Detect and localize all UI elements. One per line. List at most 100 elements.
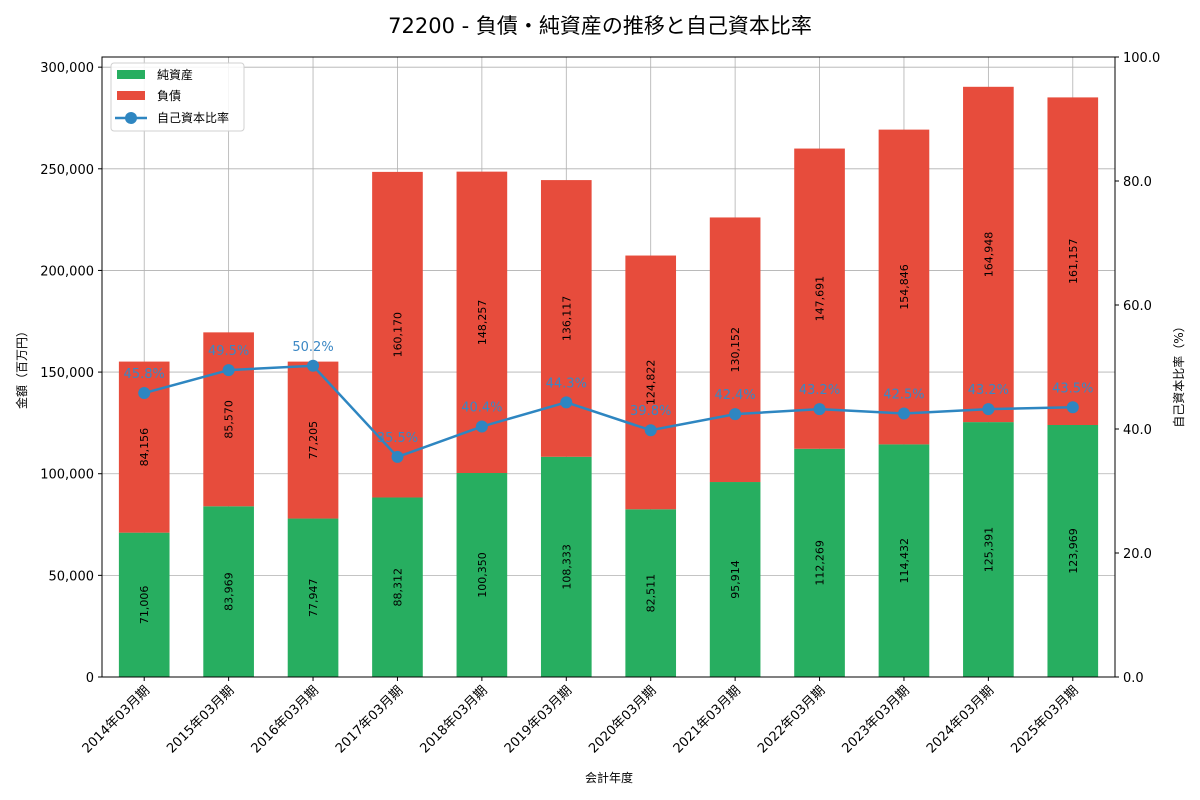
bar-net-assets bbox=[709, 482, 761, 677]
x-tick-label: 2017年03月期 bbox=[333, 683, 406, 756]
ratio-line-path bbox=[143, 364, 1073, 459]
ratio-value-label: 50.2% bbox=[292, 340, 333, 355]
x-tick-label: 2021年03月期 bbox=[671, 683, 744, 756]
bar-value-label: 114,432 bbox=[898, 538, 911, 584]
bar-net-assets bbox=[794, 448, 845, 677]
legend-box bbox=[110, 62, 245, 132]
ratio-value-label: 49.5% bbox=[208, 344, 249, 359]
stacked-bars: 71,006 84,156 83,969 85,570 77,947 77,205 88,3… bbox=[118, 86, 1099, 677]
legend-swatch-net-assets bbox=[117, 70, 145, 79]
ratio-value-label: 40.4% bbox=[461, 401, 502, 416]
bar-net-assets bbox=[456, 473, 508, 677]
bar-liabilities bbox=[372, 171, 423, 498]
bar-value-label: 85,570 bbox=[223, 400, 236, 439]
bar-value-label: 82,511 bbox=[645, 574, 658, 613]
bar-net-assets bbox=[540, 456, 592, 677]
ratio-value-label: 39.8% bbox=[630, 404, 671, 419]
y-tick-label: 0 bbox=[86, 671, 94, 686]
bar-value-label: 83,969 bbox=[223, 572, 236, 611]
ratio-value-label: 42.4% bbox=[714, 388, 755, 403]
chart-title: 72200 - 負債・純資産の推移と自己資本比率 bbox=[388, 14, 812, 38]
y2-tick-label: 100.0 bbox=[1123, 51, 1160, 66]
ratio-marker bbox=[138, 387, 151, 400]
bar-value-label: 130,152 bbox=[729, 327, 742, 373]
bar-value-label: 124,822 bbox=[645, 360, 658, 406]
bar-value-label: 125,391 bbox=[982, 527, 995, 573]
bar-liabilities bbox=[878, 129, 930, 445]
bar-net-assets bbox=[963, 422, 1014, 677]
y-tick-label: 100,000 bbox=[40, 468, 94, 483]
bar-net-assets bbox=[118, 532, 170, 677]
bar-liabilities bbox=[287, 361, 339, 519]
bar-value-label: 77,205 bbox=[307, 421, 320, 460]
bar-value-label: 148,257 bbox=[476, 300, 489, 346]
bar-net-assets bbox=[203, 506, 254, 677]
bar-liabilities bbox=[1047, 97, 1099, 425]
ratio-value-label: 43.2% bbox=[799, 383, 840, 398]
bar-value-label: 123,969 bbox=[1067, 528, 1080, 574]
ratio-marker bbox=[897, 407, 910, 420]
y-axis-label: 金額（百万円） bbox=[14, 325, 29, 409]
x-tick-label: 2022年03月期 bbox=[755, 683, 828, 756]
x-tick-label: 2023年03月期 bbox=[840, 683, 913, 756]
bar-value-label: 77,947 bbox=[307, 579, 320, 618]
ratio-value-label: 35.5% bbox=[377, 431, 418, 446]
y2-tick-label: 20.0 bbox=[1123, 547, 1152, 562]
ratio-marker bbox=[391, 450, 404, 463]
ratio-marker bbox=[475, 420, 488, 433]
bar-value-label: 112,269 bbox=[814, 540, 827, 586]
x-tick-label: 2014年03月期 bbox=[80, 683, 153, 756]
ratio-marker bbox=[982, 403, 995, 416]
x-tick-label: 2018年03月期 bbox=[417, 683, 490, 756]
bar-value-label: 147,691 bbox=[814, 276, 827, 322]
ratio-marker bbox=[222, 364, 235, 377]
bar-value-label: 161,157 bbox=[1067, 238, 1080, 284]
bar-net-assets bbox=[287, 518, 339, 677]
ratio-value-label: 43.2% bbox=[968, 383, 1009, 398]
x-tick-label: 2025年03月期 bbox=[1008, 683, 1081, 756]
bar-net-assets bbox=[625, 509, 677, 677]
y2-axis-label: 自己資本比率（%） bbox=[1171, 320, 1186, 427]
ratio-marker bbox=[729, 408, 742, 421]
ratio-value-label: 43.5% bbox=[1052, 381, 1093, 396]
bar-liabilities bbox=[540, 180, 592, 457]
y-tick-label: 200,000 bbox=[40, 264, 94, 279]
ratio-marker bbox=[1066, 401, 1079, 414]
ratio-value-label: 42.5% bbox=[883, 388, 924, 403]
bar-value-label: 88,312 bbox=[391, 568, 404, 607]
x-tick-label: 2024年03月期 bbox=[924, 683, 997, 756]
bar-liabilities bbox=[963, 86, 1014, 423]
legend-swatch-liabilities bbox=[117, 91, 145, 100]
ratio-value-label: 45.8% bbox=[124, 367, 165, 382]
y-tick-label: 50,000 bbox=[49, 569, 95, 584]
y-tick-label: 150,000 bbox=[40, 366, 94, 381]
y2-tick-label: 60.0 bbox=[1123, 299, 1152, 314]
ratio-marker bbox=[644, 424, 657, 437]
equity-ratio-line: 45.8% 49.5% 50.2% 35.5% 40.4% 44.3% 39.8% 42.4%… bbox=[124, 340, 1093, 463]
y2-tick-label: 0.0 bbox=[1123, 671, 1144, 686]
ratio-marker bbox=[560, 396, 573, 409]
ratio-marker bbox=[307, 359, 320, 372]
bar-value-label: 160,170 bbox=[391, 312, 404, 358]
legend-label-ratio: 自己資本比率 bbox=[157, 110, 229, 125]
bar-value-label: 95,914 bbox=[729, 560, 742, 599]
y2-tick-label: 40.0 bbox=[1123, 423, 1152, 438]
bar-value-label: 136,117 bbox=[560, 296, 573, 342]
bar-value-label: 154,846 bbox=[898, 264, 911, 310]
bar-value-label: 164,948 bbox=[982, 232, 995, 278]
bar-value-label: 84,156 bbox=[138, 428, 151, 467]
ratio-marker bbox=[813, 403, 826, 416]
bar-net-assets bbox=[372, 497, 423, 677]
bar-value-label: 71,006 bbox=[138, 586, 151, 625]
x-tick-label: 2020年03月期 bbox=[586, 683, 659, 756]
x-axis-label: 会計年度 bbox=[585, 770, 633, 785]
y-tick-label: 250,000 bbox=[40, 163, 94, 178]
y-tick-label: 300,000 bbox=[40, 61, 94, 76]
plot-frame bbox=[101, 56, 1116, 678]
legend-marker-ratio bbox=[125, 112, 137, 124]
bar-liabilities bbox=[709, 217, 761, 483]
bar-net-assets bbox=[878, 444, 930, 677]
